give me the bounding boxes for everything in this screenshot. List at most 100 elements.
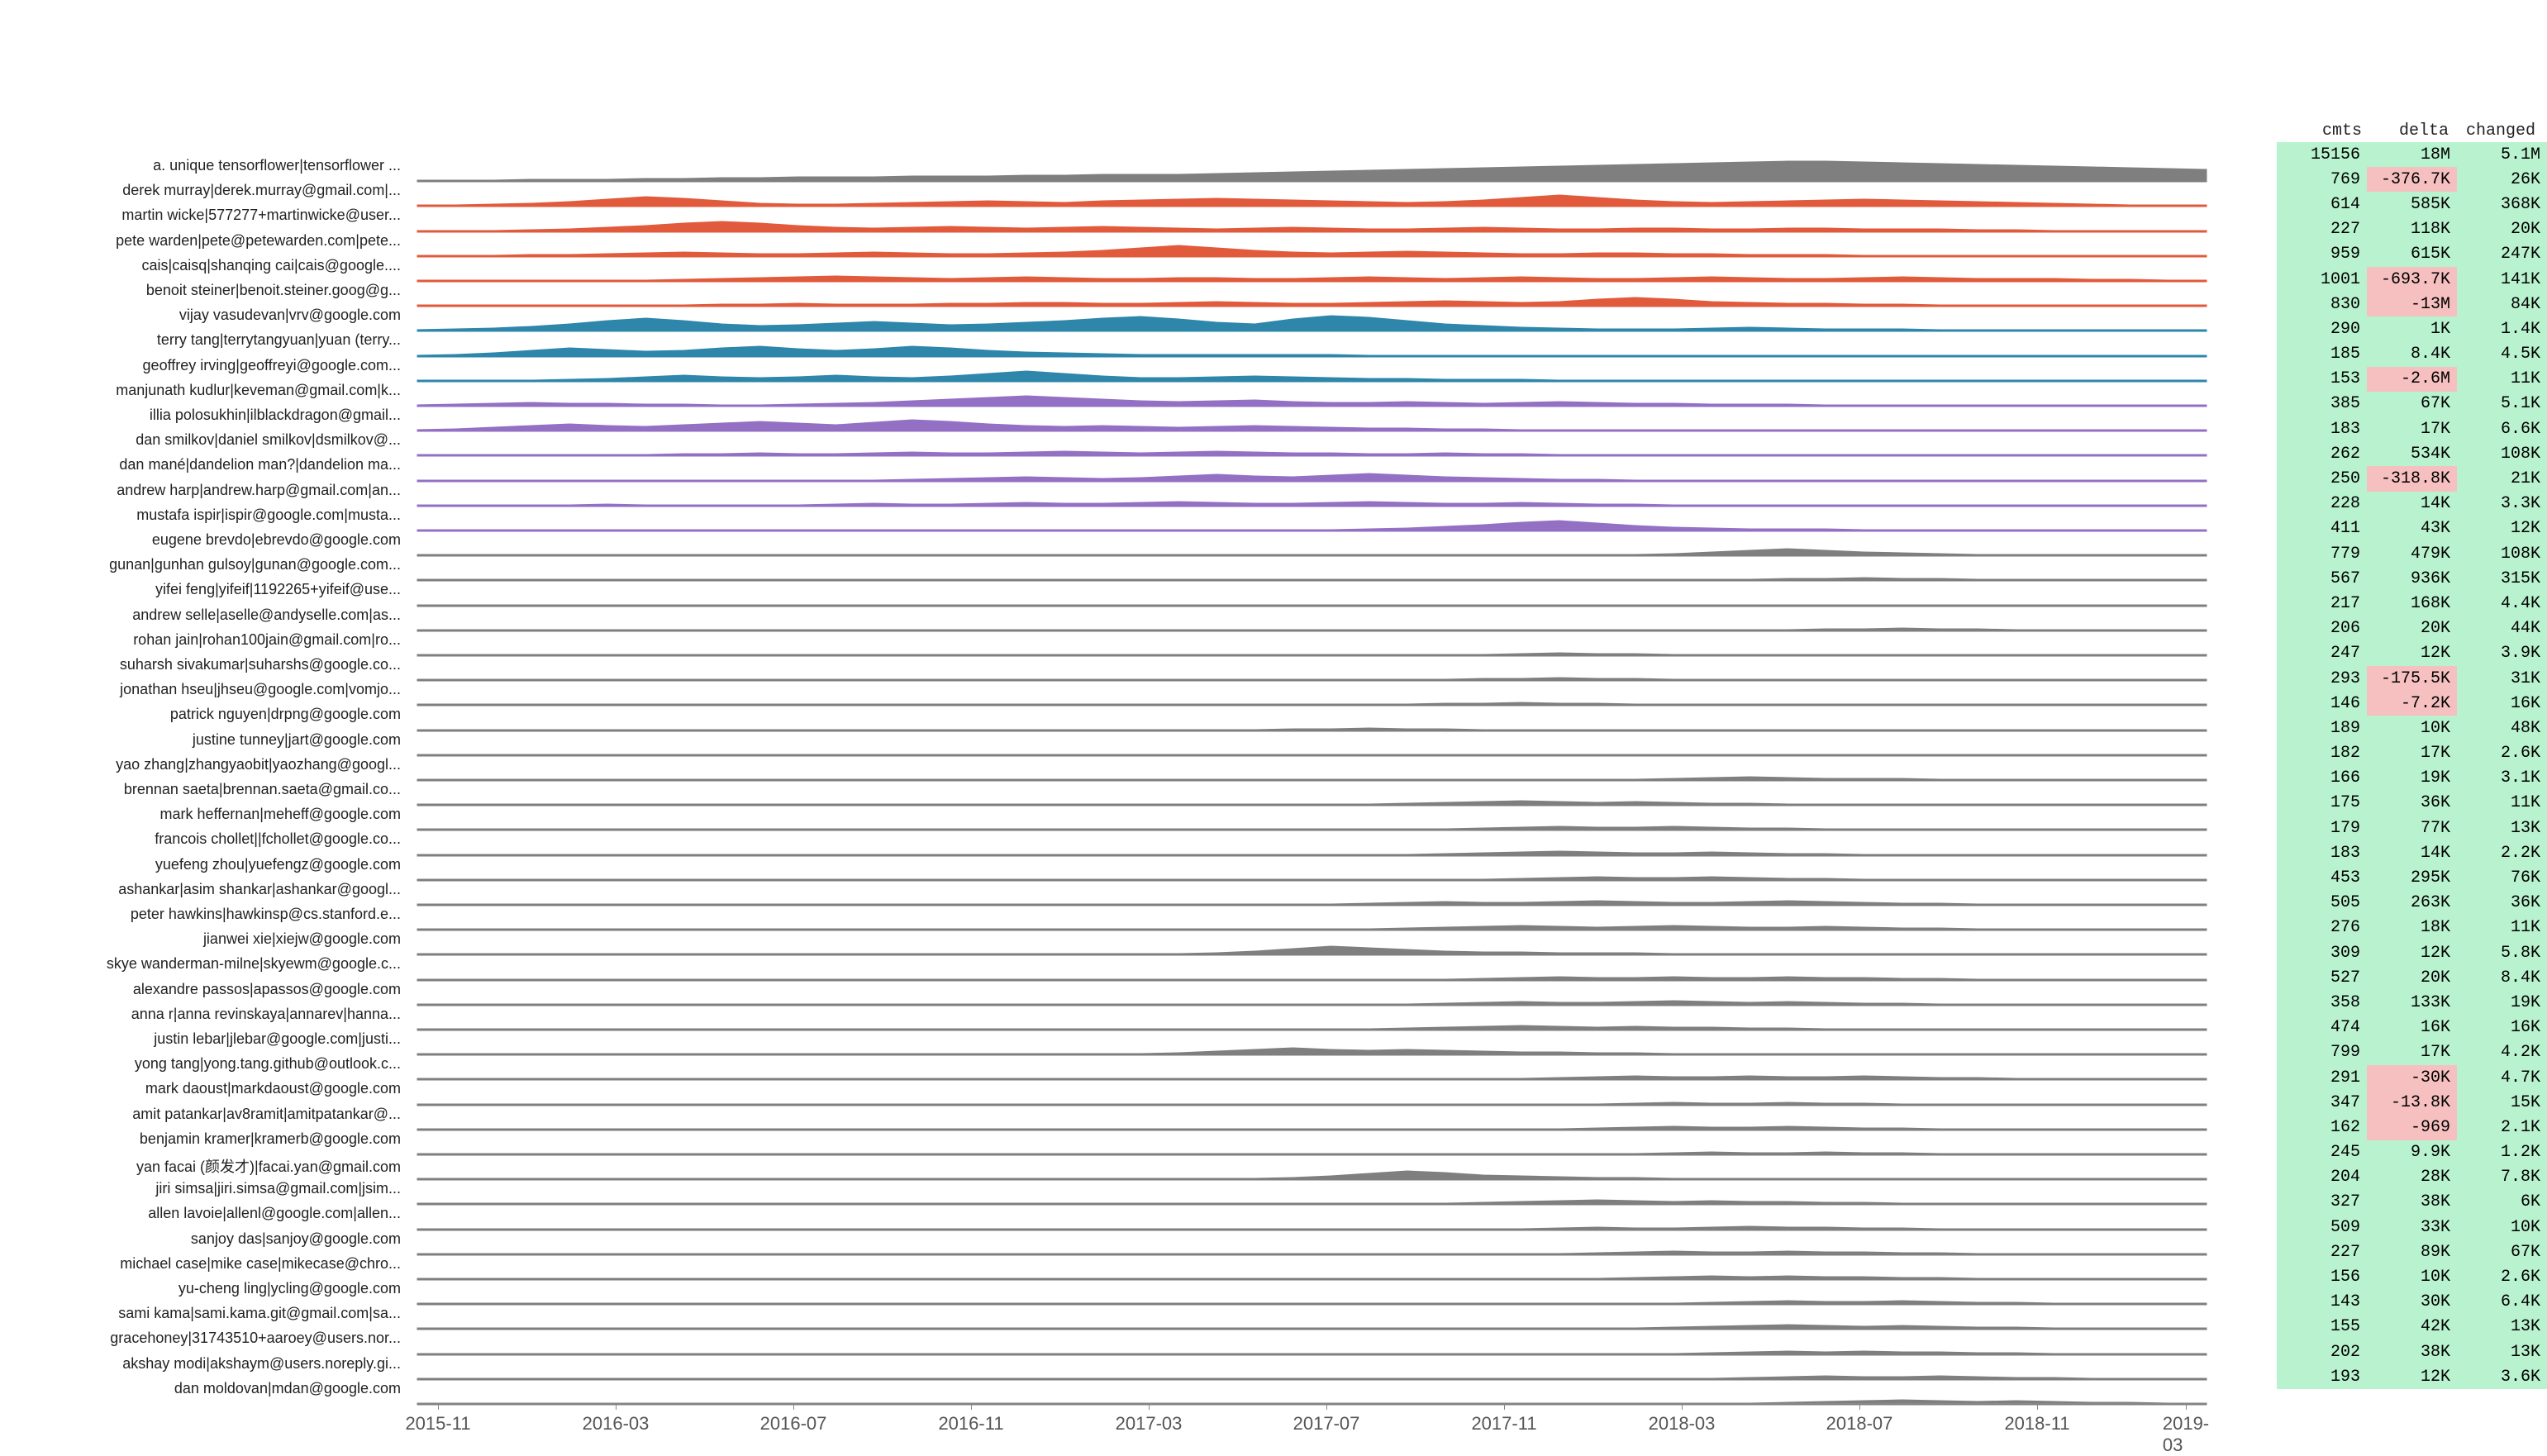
- table-cell-delta-3: 118K: [2367, 217, 2457, 242]
- table-cell-delta-38: -13.8K: [2367, 1090, 2457, 1115]
- row-label-8: geoffrey irving|geoffreyi@google.com...: [0, 357, 401, 374]
- table-row-5: 1001 -693.7K 141K: [2277, 267, 2547, 292]
- table-cell-changed-14: 3.3K: [2457, 492, 2547, 516]
- ridge-area-chart-1: [417, 180, 2207, 207]
- table-row-3: 227 118K 20K: [2277, 217, 2547, 242]
- table-cell-cmts-26: 175: [2277, 791, 2367, 816]
- ridge-row-20: [417, 654, 2207, 681]
- table-cell-cmts-16: 779: [2277, 541, 2367, 566]
- table-row-45: 156 10K 2.6K: [2277, 1264, 2547, 1289]
- table-cell-cmts-42: 327: [2277, 1190, 2367, 1215]
- table-cell-cmts-33: 527: [2277, 965, 2367, 990]
- ridge-area-chart-48: [417, 1354, 2207, 1380]
- table-cell-changed-40: 1.2K: [2457, 1140, 2547, 1165]
- table-cell-cmts-18: 217: [2277, 591, 2367, 616]
- ridge-row-46: [417, 1303, 2207, 1330]
- ridge-row-8: [417, 355, 2207, 382]
- x-axis-label-4: 2017-03: [1116, 1413, 1183, 1435]
- ridge-row-31: [417, 929, 2207, 955]
- table-cell-changed-12: 108K: [2457, 441, 2547, 466]
- row-label-22: patrick nguyen|drpng@google.com: [0, 706, 401, 723]
- table-cell-delta-45: 10K: [2367, 1264, 2457, 1289]
- table-cell-cmts-13: 250: [2277, 466, 2367, 491]
- row-label-46: sami kama|sami.kama.git@gmail.com|sa...: [0, 1305, 401, 1322]
- table-cell-changed-30: 36K: [2457, 891, 2547, 916]
- x-axis-label-5: 2017-07: [1293, 1413, 1360, 1435]
- table-cell-delta-37: -30K: [2367, 1065, 2457, 1090]
- table-cell-cmts-3: 227: [2277, 217, 2367, 242]
- table-cell-changed-45: 2.6K: [2457, 1264, 2547, 1289]
- row-label-38: amit patankar|av8ramit|amitpatankar@...: [0, 1106, 401, 1123]
- table-cell-cmts-47: 155: [2277, 1315, 2367, 1339]
- table-cell-cmts-19: 206: [2277, 616, 2367, 641]
- ridge-row-48: [417, 1354, 2207, 1380]
- table-row-18: 217 168K 4.4K: [2277, 591, 2547, 616]
- table-row-6: 830 -13M 84K: [2277, 292, 2547, 316]
- table-cell-cmts-9: 153: [2277, 367, 2367, 392]
- table-cell-delta-6: -13M: [2367, 292, 2457, 316]
- ridge-area-chart-32: [417, 954, 2207, 981]
- table-row-44: 227 89K 67K: [2277, 1240, 2547, 1264]
- ridge-area-chart-8: [417, 355, 2207, 382]
- table-cell-changed-39: 2.1K: [2457, 1115, 2547, 1140]
- ridge-row-45: [417, 1278, 2207, 1305]
- ridge-area-chart-43: [417, 1229, 2207, 1255]
- table-cell-changed-38: 15K: [2457, 1090, 2547, 1115]
- ridge-area-chart-19: [417, 630, 2207, 656]
- row-label-19: rohan jain|rohan100jain@gmail.com|ro...: [0, 631, 401, 649]
- x-axis-label-9: 2018-11: [2004, 1413, 2069, 1435]
- row-label-21: jonathan hseu|jhseu@google.com|vomjo...: [0, 681, 401, 698]
- ridge-row-18: [417, 605, 2207, 631]
- row-label-30: peter hawkins|hawkinsp@cs.stanford.e...: [0, 906, 401, 923]
- ridge-area-chart-40: [417, 1154, 2207, 1180]
- table-row-4: 959 615K 247K: [2277, 242, 2547, 267]
- ridge-area-chart-9: [417, 380, 2207, 407]
- ridge-area-chart-46: [417, 1303, 2207, 1330]
- table-row-1: 769 -376.7K 26K: [2277, 167, 2547, 192]
- ridge-row-44: [417, 1254, 2207, 1280]
- table-cell-delta-31: 18K: [2367, 916, 2457, 940]
- table-row-7: 290 1K 1.4K: [2277, 316, 2547, 341]
- ridge-row-16: [417, 554, 2207, 581]
- table-cell-changed-25: 3.1K: [2457, 766, 2547, 791]
- table-cell-changed-37: 4.7K: [2457, 1065, 2547, 1090]
- ridge-area-chart-22: [417, 705, 2207, 731]
- table-cell-delta-35: 16K: [2367, 1016, 2457, 1040]
- row-label-1: derek murray|derek.murray@gmail.com|...: [0, 182, 401, 199]
- ridge-row-40: [417, 1154, 2207, 1180]
- table-row-25: 166 19K 3.1K: [2277, 766, 2547, 791]
- table-header-changed: changed: [2455, 121, 2542, 140]
- table-cell-delta-41: 28K: [2367, 1165, 2457, 1190]
- ridge-row-15: [417, 530, 2207, 556]
- table-cell-cmts-21: 293: [2277, 666, 2367, 691]
- ridge-row-17: [417, 580, 2207, 607]
- table-row-38: 347 -13.8K 15K: [2277, 1090, 2547, 1115]
- ridge-area-chart-14: [417, 505, 2207, 531]
- table-row-49: 193 12K 3.6K: [2277, 1364, 2547, 1389]
- ridge-row-24: [417, 754, 2207, 781]
- table-row-14: 228 14K 3.3K: [2277, 492, 2547, 516]
- table-cell-cmts-6: 830: [2277, 292, 2367, 316]
- table-cell-changed-16: 108K: [2457, 541, 2547, 566]
- table-cell-delta-7: 1K: [2367, 316, 2457, 341]
- ridge-area-chart-4: [417, 255, 2207, 282]
- ridge-area-chart-30: [417, 904, 2207, 930]
- table-cell-delta-28: 14K: [2367, 840, 2457, 865]
- table-cell-changed-22: 16K: [2457, 691, 2547, 716]
- table-cell-changed-28: 2.2K: [2457, 840, 2547, 865]
- table-cell-delta-32: 12K: [2367, 940, 2457, 965]
- ridge-area-chart-39: [417, 1129, 2207, 1155]
- table-cell-delta-46: 30K: [2367, 1290, 2457, 1315]
- table-cell-changed-46: 6.4K: [2457, 1290, 2547, 1315]
- table-cell-changed-18: 4.4K: [2457, 591, 2547, 616]
- table-cell-delta-15: 43K: [2367, 516, 2457, 541]
- table-row-33: 527 20K 8.4K: [2277, 965, 2547, 990]
- ridge-row-19: [417, 630, 2207, 656]
- ridge-row-28: [417, 854, 2207, 881]
- row-label-48: akshay modi|akshaym@users.noreply.gi...: [0, 1355, 401, 1373]
- x-axis-label-10: 2019-03: [2163, 1413, 2209, 1456]
- table-cell-changed-2: 368K: [2457, 192, 2547, 216]
- ridge-area-chart-36: [417, 1054, 2207, 1080]
- table-cell-changed-42: 6K: [2457, 1190, 2547, 1215]
- ridge-area-chart-12: [417, 455, 2207, 482]
